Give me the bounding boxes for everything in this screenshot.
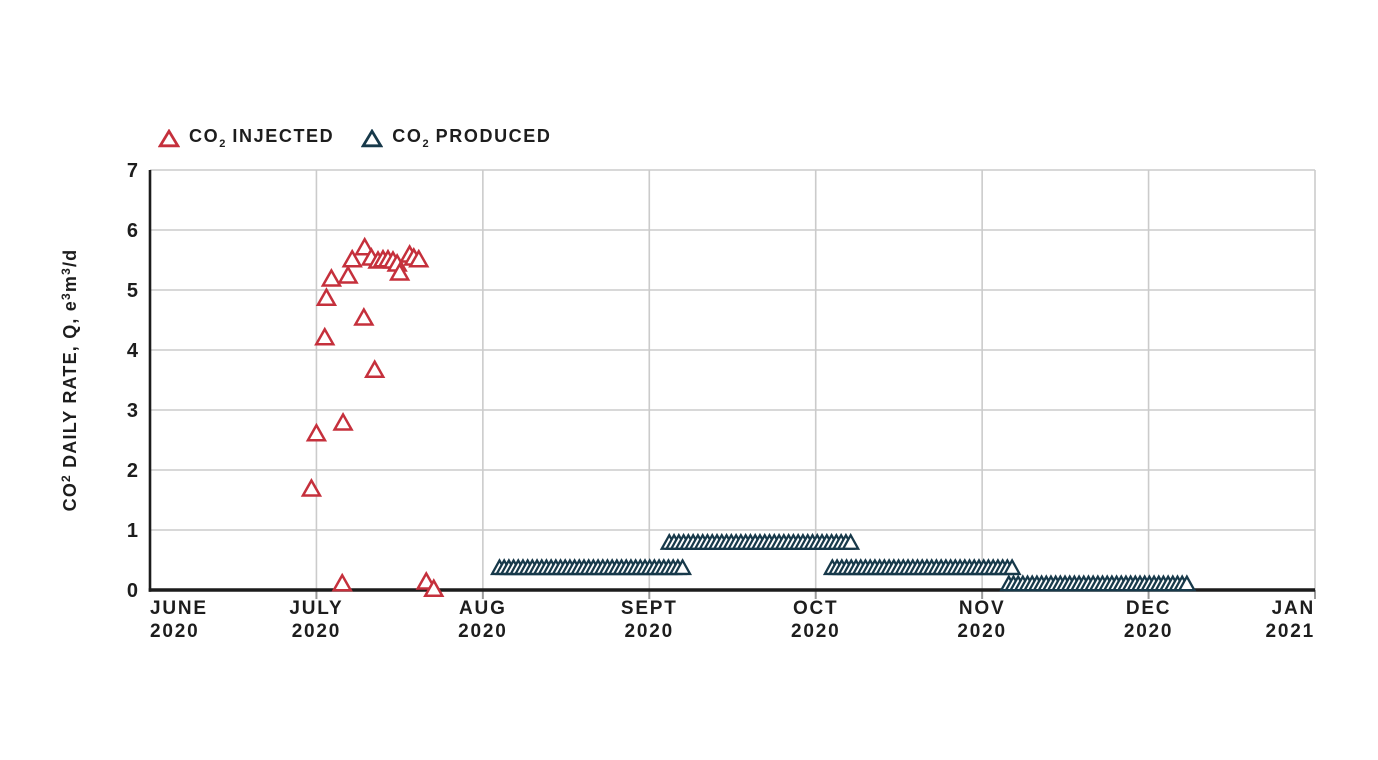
injected-triangle-shape (158, 129, 180, 148)
produced-marker (1002, 558, 1022, 576)
injected-marker (423, 578, 445, 597)
legend-item-produced: CO2 PRODUCED (361, 127, 551, 150)
injected-triangle-icon (158, 129, 180, 148)
injected-marker (331, 572, 353, 592)
x-tick-year: 2020 (458, 621, 507, 642)
injected-marker (300, 477, 323, 497)
x-tick-year: 2021 (1266, 621, 1315, 642)
injected-marker (364, 359, 386, 378)
produced-triangle-shape (361, 129, 384, 148)
x-tick-year: 2020 (957, 621, 1006, 642)
produced-marker (1177, 574, 1197, 592)
produced-triangle-icon (361, 129, 384, 148)
x-tick-year: 2020 (1124, 621, 1173, 642)
x-tick-month: NOV (959, 598, 1006, 619)
x-tick-month: DEC (1126, 598, 1172, 619)
y-tick-label: 7 (127, 160, 138, 182)
injected-marker (320, 267, 343, 287)
chart-legend: CO2 INJECTED CO2 PRODUCED (158, 127, 552, 150)
y-tick-label: 4 (127, 340, 139, 362)
y-tick-label: 6 (127, 220, 138, 242)
x-tick-month: OCT (793, 598, 839, 619)
injected-marker (353, 306, 375, 326)
y-tick-label: 2 (127, 460, 138, 482)
x-tick-year: 2020 (150, 621, 199, 642)
produced-marker (673, 558, 693, 576)
x-tick-year: 2020 (791, 621, 840, 642)
injected-marker (332, 411, 354, 431)
injected-marker (354, 236, 376, 256)
x-tick-year: 2020 (625, 621, 674, 642)
injected-marker (315, 287, 338, 306)
produced-marker (841, 532, 861, 550)
injected-marker (388, 261, 411, 281)
injected-marker (337, 264, 359, 284)
legend-label-injected: CO2 INJECTED (189, 126, 335, 150)
injected-marker (341, 248, 363, 268)
x-tick-month: JULY (289, 598, 343, 619)
x-tick-month: SEPT (621, 598, 678, 619)
y-tick-label: 3 (127, 400, 138, 422)
injected-marker (305, 422, 328, 442)
y-tick-label: 0 (127, 580, 138, 602)
legend-label-produced: CO2 PRODUCED (392, 126, 552, 150)
y-tick-label: 1 (127, 520, 138, 542)
y-axis-title: CO2 DAILY RATE, Q, e3m3/d (59, 249, 80, 512)
x-tick-month: JAN (1272, 598, 1315, 619)
injected-marker (314, 326, 336, 346)
y-tick-label: 5 (127, 280, 138, 302)
x-tick-year: 2020 (292, 621, 341, 642)
legend-item-injected: CO2 INJECTED (158, 127, 334, 150)
x-tick-month: AUG (459, 598, 507, 619)
x-tick-month: JUNE (150, 598, 208, 619)
injected-marker (408, 248, 430, 268)
